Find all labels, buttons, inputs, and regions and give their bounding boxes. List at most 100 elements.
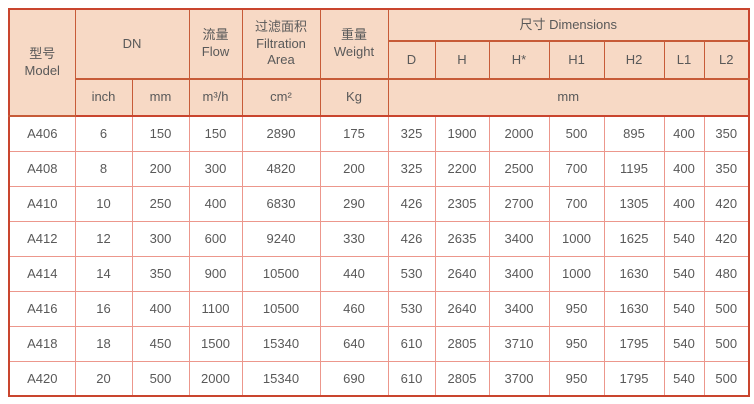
table-row: A416 16 400 1100 10500 460 530 2640 3400 950 1630 5… <box>8 290 750 327</box>
cell-value: 2805 <box>434 325 490 362</box>
table-row: A418 18 450 1500 15340 640 610 2805 3710 950 1795 5… <box>8 325 750 362</box>
cell-value: 9240 <box>241 220 321 257</box>
cell-value: 1305 <box>603 185 665 222</box>
cell-value: 1630 <box>603 255 665 292</box>
cell-value: 1900 <box>434 115 490 152</box>
cell-value: 300 <box>131 220 190 257</box>
cell-value: 10500 <box>241 255 321 292</box>
cell-value: 8 <box>74 150 133 187</box>
unit-weight: Kg <box>319 78 389 117</box>
cell-model: A406 <box>8 115 76 152</box>
header-dn: DN <box>74 8 190 80</box>
cell-value: 200 <box>131 150 190 187</box>
cell-value: 2500 <box>488 150 550 187</box>
cell-value: 3700 <box>488 360 550 397</box>
cell-value: 426 <box>387 220 436 257</box>
cell-value: 15340 <box>241 360 321 397</box>
cell-value: 2700 <box>488 185 550 222</box>
table-body: A406 6 150 150 2890 175 325 1900 2000 500 895 400 35… <box>8 115 750 397</box>
cell-value: 3400 <box>488 220 550 257</box>
header-row-2: D H H* H1 H2 L1 L2 <box>9 40 750 80</box>
cell-value: 2640 <box>434 255 490 292</box>
header-dimensions: 尺寸 Dimensions <box>387 8 750 42</box>
cell-value: 440 <box>319 255 389 292</box>
cell-value: 6 <box>74 115 133 152</box>
cell-model: A420 <box>8 360 76 397</box>
cell-value: 1795 <box>603 360 665 397</box>
cell-value: 400 <box>663 150 705 187</box>
cell-value: 690 <box>319 360 389 397</box>
cell-value: 16 <box>74 290 133 327</box>
cell-value: 3710 <box>488 325 550 362</box>
cell-value: 3400 <box>488 290 550 327</box>
cell-value: 540 <box>663 360 705 397</box>
unit-area: cm² <box>241 78 321 117</box>
cell-value: 2635 <box>434 220 490 257</box>
cell-value: 500 <box>703 325 750 362</box>
header-row-units: inch mm m³/h cm² Kg mm <box>9 78 750 117</box>
cell-value: 420 <box>703 220 750 257</box>
header-dim-h2: H2 <box>603 40 665 80</box>
cell-value: 330 <box>319 220 389 257</box>
cell-value: 530 <box>387 255 436 292</box>
cell-model: A412 <box>8 220 76 257</box>
table-row: A412 12 300 600 9240 330 426 2635 3400 1000 1625 54… <box>8 220 750 257</box>
cell-value: 480 <box>703 255 750 292</box>
cell-value: 500 <box>548 115 605 152</box>
header-filtration-area: 过滤面积 Filtration Area <box>241 8 321 80</box>
unit-dimensions-mm: mm <box>387 78 750 117</box>
cell-value: 325 <box>387 150 436 187</box>
cell-value: 12 <box>74 220 133 257</box>
cell-value: 700 <box>548 185 605 222</box>
cell-value: 950 <box>548 360 605 397</box>
cell-value: 540 <box>663 325 705 362</box>
cell-value: 400 <box>188 185 243 222</box>
cell-value: 895 <box>603 115 665 152</box>
cell-value: 1500 <box>188 325 243 362</box>
cell-model: A418 <box>8 325 76 362</box>
cell-model: A414 <box>8 255 76 292</box>
cell-value: 150 <box>131 115 190 152</box>
cell-value: 400 <box>663 185 705 222</box>
header-dim-d: D <box>387 40 436 80</box>
cell-value: 200 <box>319 150 389 187</box>
cell-value: 450 <box>131 325 190 362</box>
cell-model: A410 <box>8 185 76 222</box>
header-dim-h1: H1 <box>548 40 605 80</box>
header-row-1: 型号 Model DN 流量 Flow 过滤面积 Filtration Area… <box>8 8 750 117</box>
header-dim-h: H <box>434 40 490 80</box>
header-dim-l2: L2 <box>703 40 750 80</box>
cell-value: 700 <box>548 150 605 187</box>
spec-table-container: 型号 Model DN 流量 Flow 过滤面积 Filtration Area… <box>8 8 750 397</box>
cell-value: 640 <box>319 325 389 362</box>
cell-value: 2805 <box>434 360 490 397</box>
unit-dn-mm: mm <box>131 78 190 117</box>
header-dim-l1: L1 <box>663 40 705 80</box>
unit-flow: m³/h <box>188 78 243 117</box>
cell-value: 420 <box>703 185 750 222</box>
header-model: 型号 Model <box>8 8 76 117</box>
cell-value: 530 <box>387 290 436 327</box>
cell-value: 18 <box>74 325 133 362</box>
cell-value: 1195 <box>603 150 665 187</box>
cell-value: 3400 <box>488 255 550 292</box>
cell-value: 1100 <box>188 290 243 327</box>
cell-value: 1000 <box>548 220 605 257</box>
table-row: A410 10 250 400 6830 290 426 2305 2700 700 1305 400… <box>8 185 750 222</box>
cell-value: 350 <box>703 115 750 152</box>
cell-value: 500 <box>703 360 750 397</box>
cell-value: 4820 <box>241 150 321 187</box>
cell-value: 290 <box>319 185 389 222</box>
cell-value: 350 <box>703 150 750 187</box>
cell-value: 2640 <box>434 290 490 327</box>
cell-value: 460 <box>319 290 389 327</box>
cell-value: 150 <box>188 115 243 152</box>
cell-value: 2000 <box>188 360 243 397</box>
cell-value: 610 <box>387 360 436 397</box>
cell-value: 15340 <box>241 325 321 362</box>
cell-value: 900 <box>188 255 243 292</box>
cell-value: 500 <box>703 290 750 327</box>
cell-value: 350 <box>131 255 190 292</box>
cell-value: 1795 <box>603 325 665 362</box>
cell-value: 175 <box>319 115 389 152</box>
